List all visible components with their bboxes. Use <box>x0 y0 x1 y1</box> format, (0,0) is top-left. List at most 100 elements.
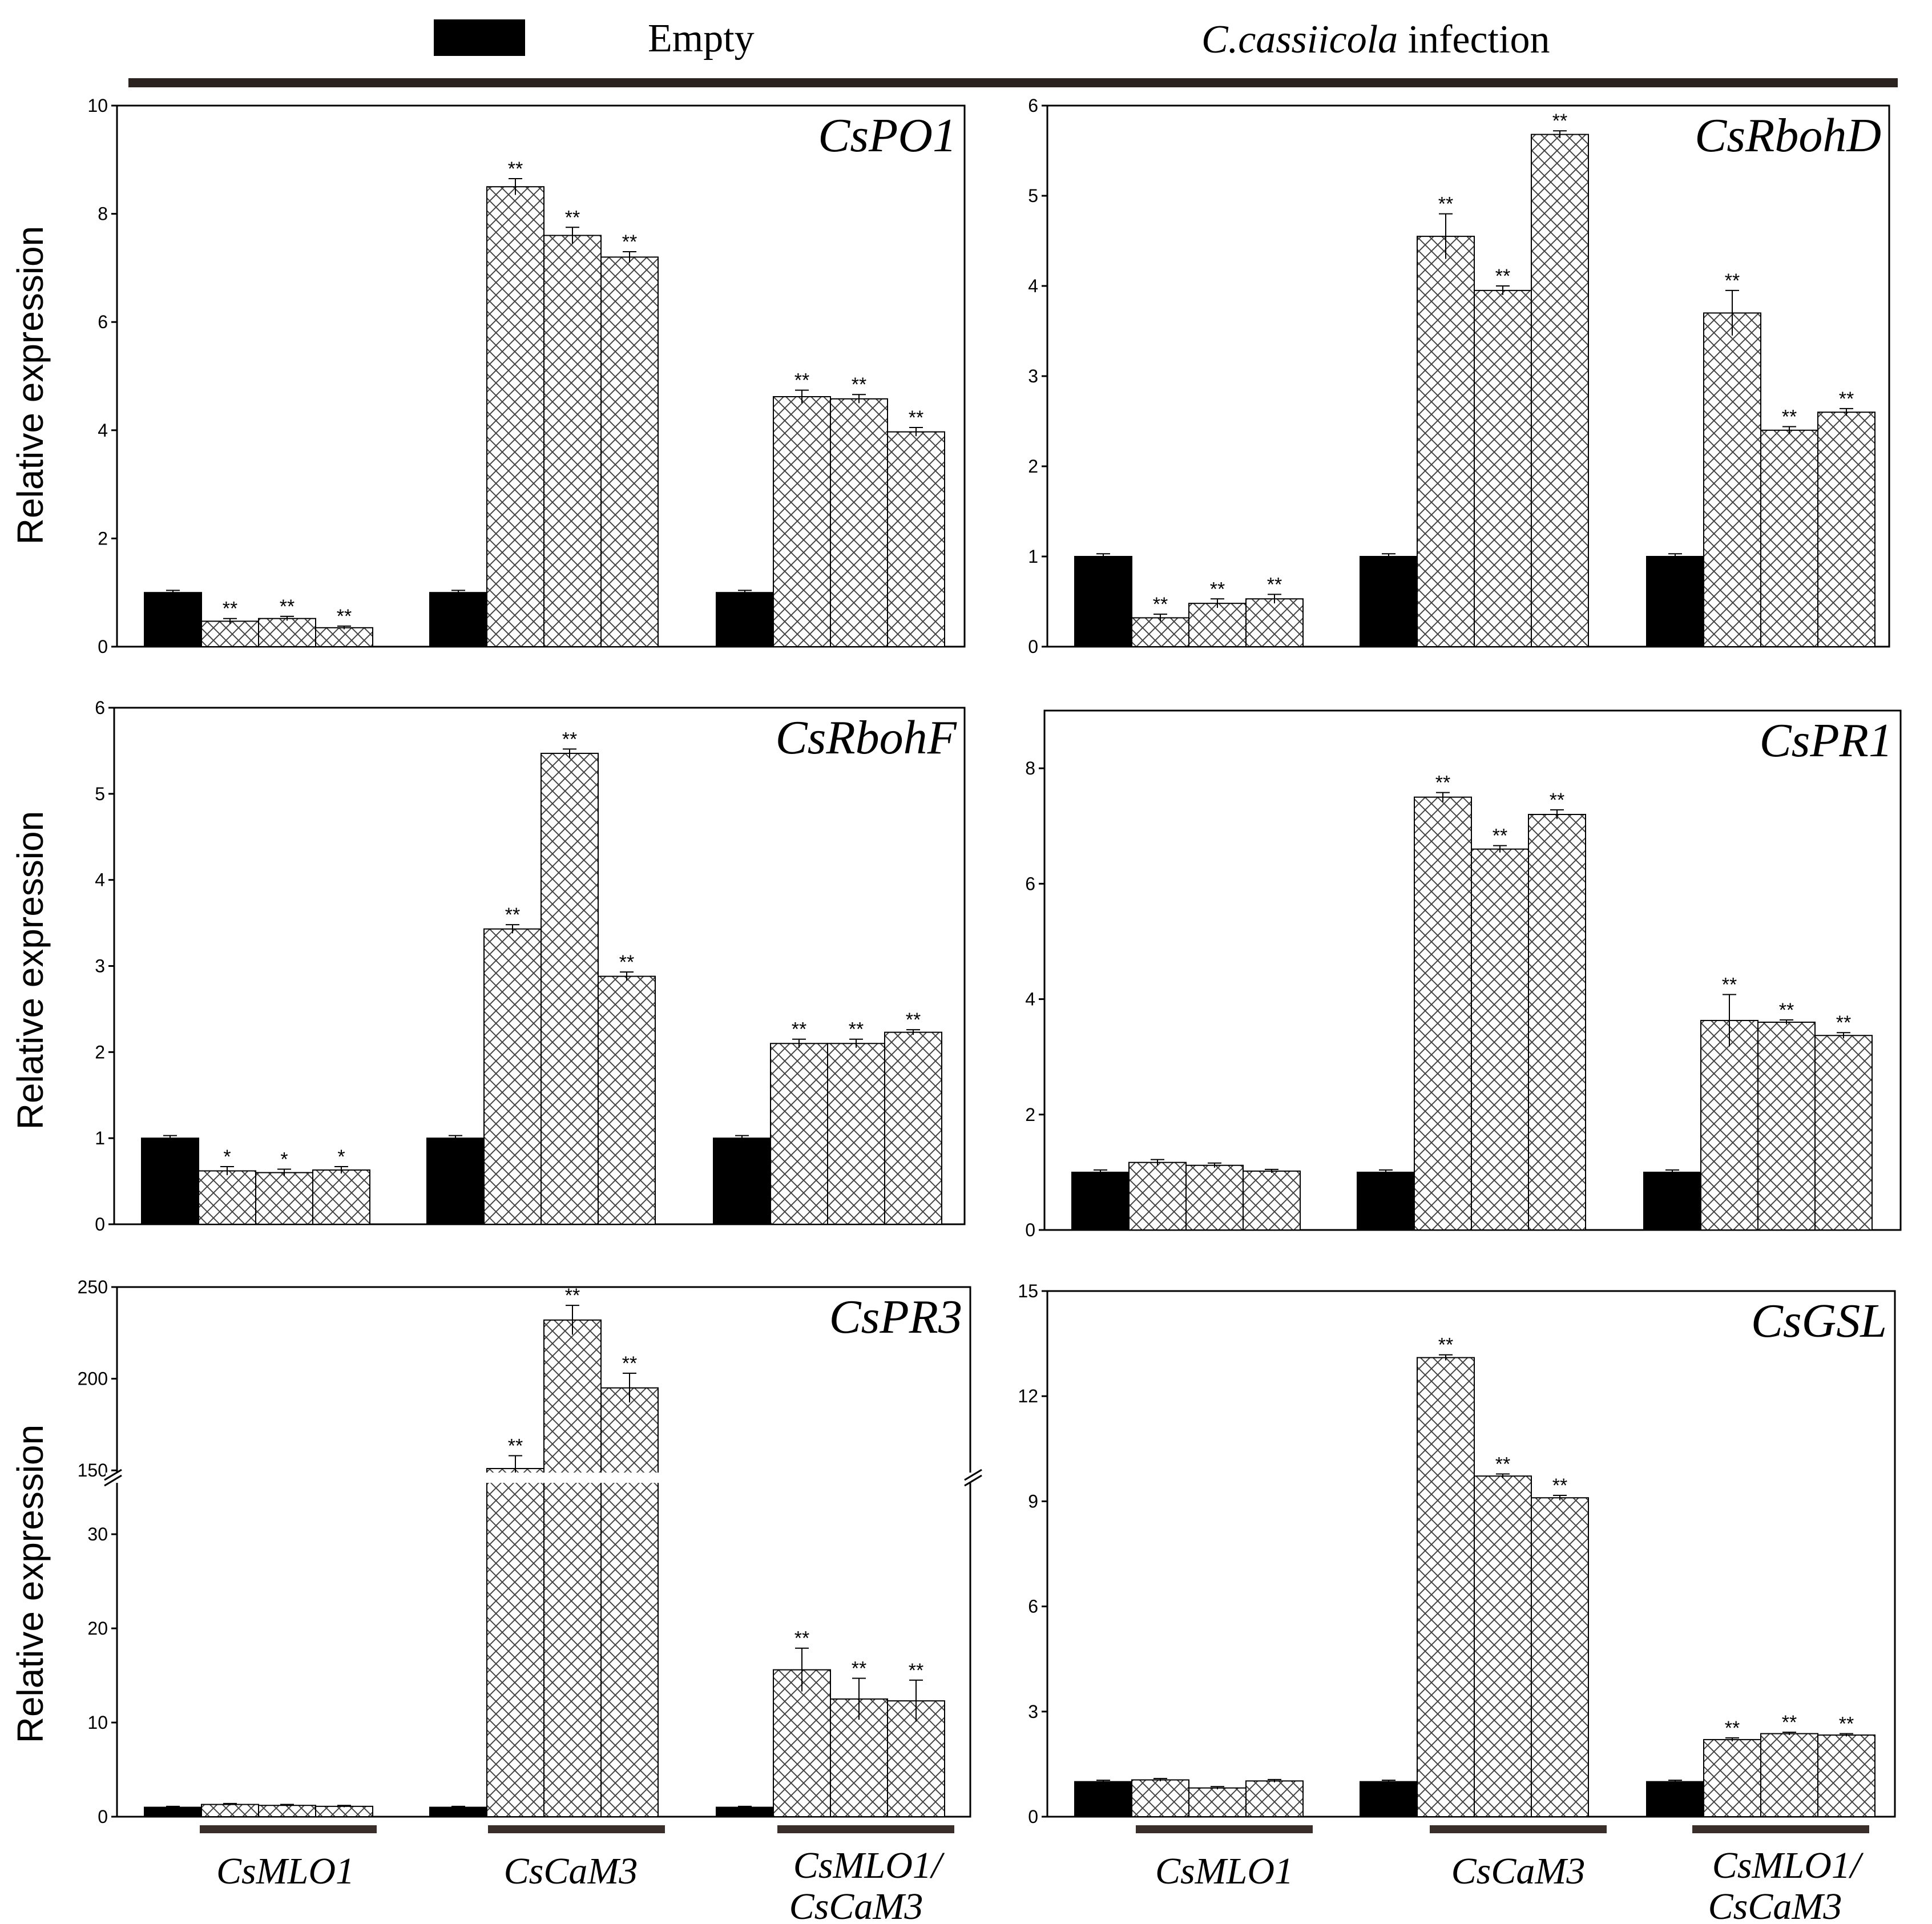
legend-infection-label: C.cassiicola infection <box>1201 18 1550 62</box>
significance-mark: ** <box>280 596 295 618</box>
bar-infection <box>255 1172 313 1225</box>
y-tick-label: 1 <box>1028 546 1038 567</box>
bar-infection <box>1757 1022 1816 1231</box>
bar-infection <box>258 1805 316 1817</box>
y-tick-label: 0 <box>98 1806 108 1827</box>
y-tick-label: 0 <box>1028 1806 1038 1827</box>
bar-infection <box>1414 796 1472 1231</box>
significance-mark: ** <box>852 374 866 396</box>
y-tick-label: 5 <box>1028 185 1038 206</box>
bar-infection <box>1243 1170 1301 1231</box>
significance-mark: ** <box>1550 789 1564 811</box>
group-label-right-3a: CsMLO1/ <box>1712 1845 1864 1886</box>
bar-empty <box>426 1138 485 1225</box>
panel-title: CsRbohF <box>776 711 958 764</box>
significance-mark: ** <box>1435 772 1450 794</box>
bar-infection <box>1760 1733 1818 1817</box>
bar-infection <box>1703 1739 1761 1817</box>
bar-infection <box>201 1804 259 1818</box>
group-underline-right-1 <box>1136 1825 1313 1833</box>
y-tick-label: 0 <box>95 1214 105 1235</box>
significance-mark: ** <box>909 1660 923 1681</box>
y-tick-label: 12 <box>1018 1386 1038 1406</box>
bar-infection <box>258 618 316 647</box>
group-label-left-2: CsCaM3 <box>504 1850 638 1892</box>
significance-mark: ** <box>794 370 809 392</box>
y-tick-label: 4 <box>1025 989 1035 1010</box>
significance-mark: ** <box>1267 574 1282 595</box>
bar-empty <box>1074 1781 1132 1818</box>
legend-infection-species: C.cassiicola <box>1201 18 1398 62</box>
significance-mark: ** <box>1210 578 1225 600</box>
bar-infection <box>198 1170 256 1225</box>
y-tick-label: 5 <box>95 784 105 804</box>
y-tick-label: 0 <box>98 636 108 657</box>
significance-mark: ** <box>852 1657 866 1679</box>
significance-mark: ** <box>1779 999 1794 1021</box>
axis-break-slash <box>104 1469 122 1481</box>
significance-mark: ** <box>1836 1012 1851 1034</box>
bar-empty <box>429 592 487 647</box>
panel-CsGSL: 0 3 6 9 12 15 CsGSL ** ** ** ** ** ** <box>1018 1281 1896 1827</box>
panel-title: CsGSL <box>1751 1294 1887 1348</box>
y-tick-label: 10 <box>87 95 108 116</box>
significance-mark: ** <box>906 1009 921 1031</box>
bar-infection <box>1185 1164 1244 1231</box>
legend: Empty C.cassiicola infection <box>128 17 1898 87</box>
legend-empty-label: Empty <box>648 17 755 60</box>
bar-infection <box>1531 1497 1589 1817</box>
significance-mark: ** <box>794 1628 809 1649</box>
legend-divider <box>128 78 1898 87</box>
bar-infection <box>486 1468 544 1818</box>
significance-mark: ** <box>508 1435 523 1457</box>
bar-infection <box>483 928 542 1225</box>
group-label-left-3a: CsMLO1/ <box>793 1845 945 1886</box>
legend-infection-suffix: infection <box>1398 18 1550 62</box>
group-label-right-1: CsMLO1 <box>1155 1850 1293 1892</box>
bar-empty <box>1357 1171 1415 1231</box>
ylabel-row2: Relative expression <box>10 811 51 1130</box>
significance-mark: ** <box>622 1353 637 1374</box>
significance-mark: ** <box>1493 825 1507 847</box>
significance-mark: ** <box>508 158 523 180</box>
bar-infection <box>1188 1787 1247 1818</box>
bar-infection <box>1417 1357 1475 1817</box>
y-tick-label: 0 <box>1028 636 1038 657</box>
group-underline-left-3 <box>777 1825 954 1833</box>
significance-mark: ** <box>1495 1454 1510 1475</box>
bar-empty <box>1646 1781 1704 1818</box>
bar-empty <box>141 1138 199 1225</box>
significance-mark: ** <box>1153 594 1168 615</box>
panel-title: CsPR1 <box>1760 714 1893 767</box>
significance-mark: ** <box>562 728 577 750</box>
significance-mark: ** <box>1725 270 1740 292</box>
panel-CsPR3: 0 10 20 30 150 200 250 CsPR3 ** ** ** ** ** ** <box>78 1277 982 1827</box>
bar-infection <box>770 1043 828 1225</box>
significance-mark: ** <box>565 207 580 228</box>
bar-infection <box>541 752 599 1225</box>
y-tick-label: 8 <box>1025 758 1035 779</box>
axis-break-slash <box>964 1474 982 1487</box>
significance-mark: ** <box>1438 193 1453 215</box>
bar-empty <box>1360 556 1418 647</box>
bar-empty <box>1646 556 1704 647</box>
bar-empty <box>144 592 202 647</box>
group-underline-right-2 <box>1430 1825 1607 1833</box>
y-tick-label: 3 <box>1028 366 1038 386</box>
significance-mark: ** <box>622 231 637 253</box>
panel-title: CsPO1 <box>818 109 957 162</box>
y-tick-label: 2 <box>1028 456 1038 477</box>
axis-break-slash <box>104 1474 122 1487</box>
y-tick-label: 6 <box>98 312 108 332</box>
y-tick-label: 3 <box>1028 1701 1038 1722</box>
significance-mark: * <box>223 1146 231 1168</box>
panel-CsPR1: 0 2 4 6 8 CsPR1 ** ** ** ** ** ** <box>1025 709 1902 1240</box>
significance-mark: ** <box>1722 974 1737 995</box>
axis-break-gap <box>106 1473 982 1483</box>
bar-empty <box>1074 556 1132 647</box>
bar-infection <box>1188 603 1247 648</box>
bar-infection <box>201 620 259 647</box>
y-tick-label: 2 <box>98 528 108 548</box>
bar-empty <box>716 592 774 647</box>
